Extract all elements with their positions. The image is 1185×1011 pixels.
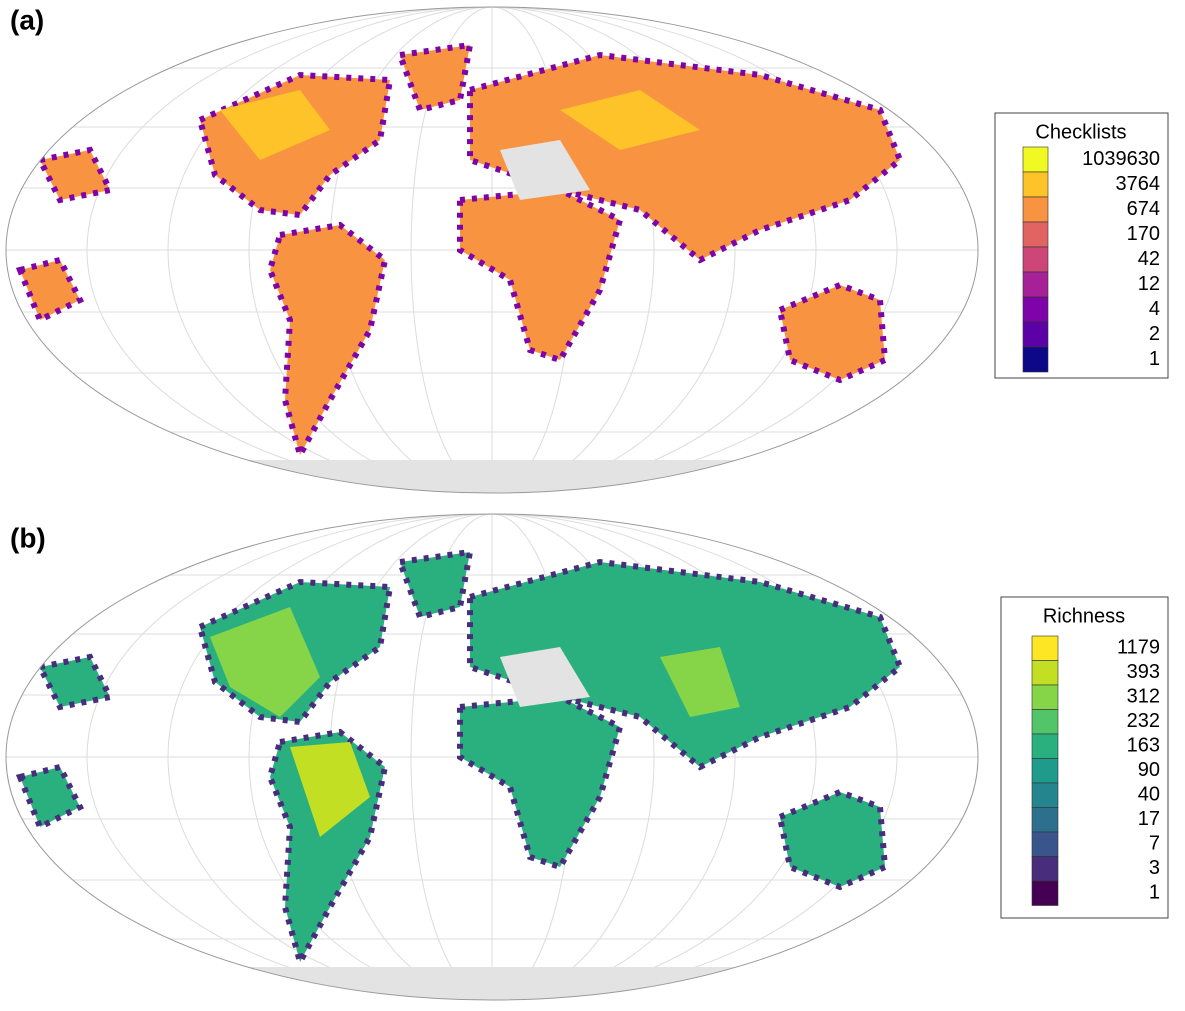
legend-swatch [1031, 831, 1059, 857]
legend-swatch [1031, 807, 1059, 833]
legend-label: 170 [1127, 223, 1160, 245]
legend-swatch [1031, 660, 1059, 686]
legend-swatch [1022, 296, 1049, 323]
legend-label: 674 [1127, 198, 1160, 220]
legend-label: 40 [1138, 784, 1160, 806]
legend-label: 1179 [1117, 637, 1160, 659]
legend-label: 3764 [1116, 173, 1161, 195]
legend-label: 42 [1138, 248, 1160, 270]
legend-swatch [1031, 758, 1059, 784]
legend-label: 163 [1127, 735, 1160, 757]
legend-label: 232 [1127, 710, 1160, 732]
legend-label: 393 [1127, 661, 1160, 683]
legend-label: 90 [1138, 759, 1160, 781]
legend-label: 1 [1149, 348, 1160, 370]
legend-title: Checklists [1035, 121, 1126, 143]
legend-swatch [1031, 684, 1059, 710]
legend-label: 1 [1149, 882, 1160, 904]
map-b [5, 513, 979, 1001]
legend-label: 4 [1149, 298, 1160, 320]
legend-title: Richness [1043, 605, 1125, 627]
panel-label: (b) [10, 522, 46, 553]
legend-swatch [1031, 782, 1059, 808]
legend-swatch [1031, 880, 1059, 906]
legend-label: 7 [1149, 833, 1160, 855]
legend-box [1000, 596, 1169, 919]
map-a [5, 6, 979, 494]
legend-swatch [1022, 221, 1049, 248]
legend-swatch [1022, 171, 1049, 198]
legend-label: 312 [1127, 686, 1160, 708]
legend-swatch [1031, 709, 1059, 735]
legend-swatch [1031, 856, 1059, 882]
legend-swatch [1031, 733, 1059, 759]
legend-label: 3 [1149, 857, 1160, 879]
legend-swatch [1022, 346, 1049, 373]
legend-swatch [1031, 635, 1059, 661]
legend-label: 1039630 [1082, 148, 1160, 170]
legend-swatch [1022, 146, 1049, 173]
legend-swatch [1022, 246, 1049, 273]
legend-label: 12 [1138, 273, 1160, 295]
legend-swatch [1022, 321, 1049, 348]
legend-swatch [1022, 196, 1049, 223]
legend-label: 2 [1149, 323, 1160, 345]
legend-label: 17 [1138, 808, 1160, 830]
legend-swatch [1022, 271, 1049, 298]
panel-label: (a) [10, 4, 44, 35]
